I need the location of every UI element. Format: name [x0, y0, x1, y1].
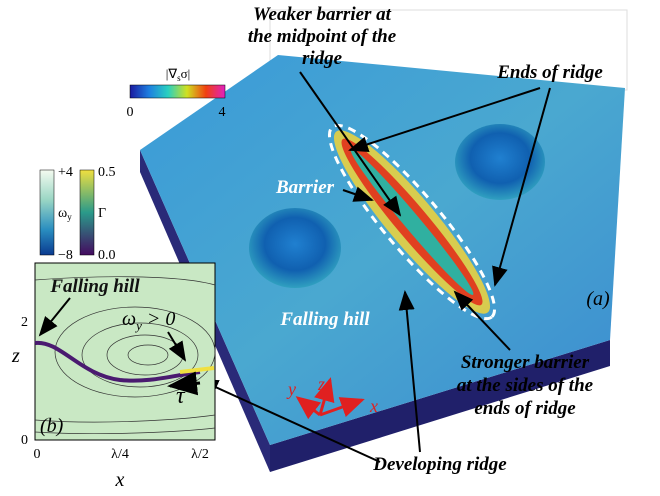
annotation: ωy > 0 [122, 308, 175, 333]
text: ω [122, 308, 136, 330]
colorbar-title: ωy [58, 206, 72, 222]
colorbar-tick: 0.0 [98, 248, 116, 263]
axis-label: y [286, 379, 296, 399]
axis-label: x [369, 396, 378, 416]
colorbar-tick: 0.5 [98, 165, 116, 180]
colorbar-tick: 4 [219, 105, 226, 120]
z-tick-label: 2 [21, 315, 28, 330]
dome [249, 208, 341, 288]
text: > 0 [142, 308, 176, 330]
colorbar-tick: −8 [58, 248, 73, 263]
annotation: Weaker barrier at [253, 4, 392, 25]
annotation: the midpoint of the [248, 26, 397, 47]
text: σ| [181, 66, 191, 81]
z-tick-label: 0 [21, 433, 28, 448]
colorbar [40, 170, 54, 255]
x-tick-label: 0 [34, 447, 41, 462]
annotation: Stronger barrier [461, 352, 590, 373]
text: ω [58, 206, 67, 221]
text: y [67, 212, 72, 222]
colorbar [130, 85, 225, 98]
axis-label: x [115, 469, 125, 491]
annotation: Falling hill [279, 309, 370, 330]
annotation: ends of ridge [474, 398, 576, 419]
x-tick-label: λ/2 [191, 447, 209, 462]
colorbar-title: Γ [98, 206, 106, 221]
annotation: Barrier [275, 177, 335, 198]
annotation: Falling hill [49, 276, 140, 297]
annotation: Ends of ridge [496, 62, 603, 83]
x-tick-label: λ/4 [111, 447, 129, 462]
axis-label: z [317, 374, 325, 394]
annotation: Developing ridge [372, 454, 507, 475]
annotation: at the sides of the [457, 375, 594, 396]
text: |∇ [166, 66, 178, 81]
panel-label: (b) [40, 415, 64, 437]
colorbar-tick: 0 [127, 105, 134, 120]
figure: |∇sσ| 0 4 Weaker barrier at the midpoint… [0, 0, 660, 496]
axis-label: z [11, 345, 20, 367]
colorbar-tick: +4 [58, 165, 73, 180]
panel-label: (a) [586, 288, 610, 310]
annotation: ridge [302, 48, 343, 69]
colorbar [80, 170, 94, 255]
colorbar-title: |∇sσ| [166, 66, 190, 83]
dome [455, 124, 545, 200]
annotation: τ [176, 383, 186, 409]
